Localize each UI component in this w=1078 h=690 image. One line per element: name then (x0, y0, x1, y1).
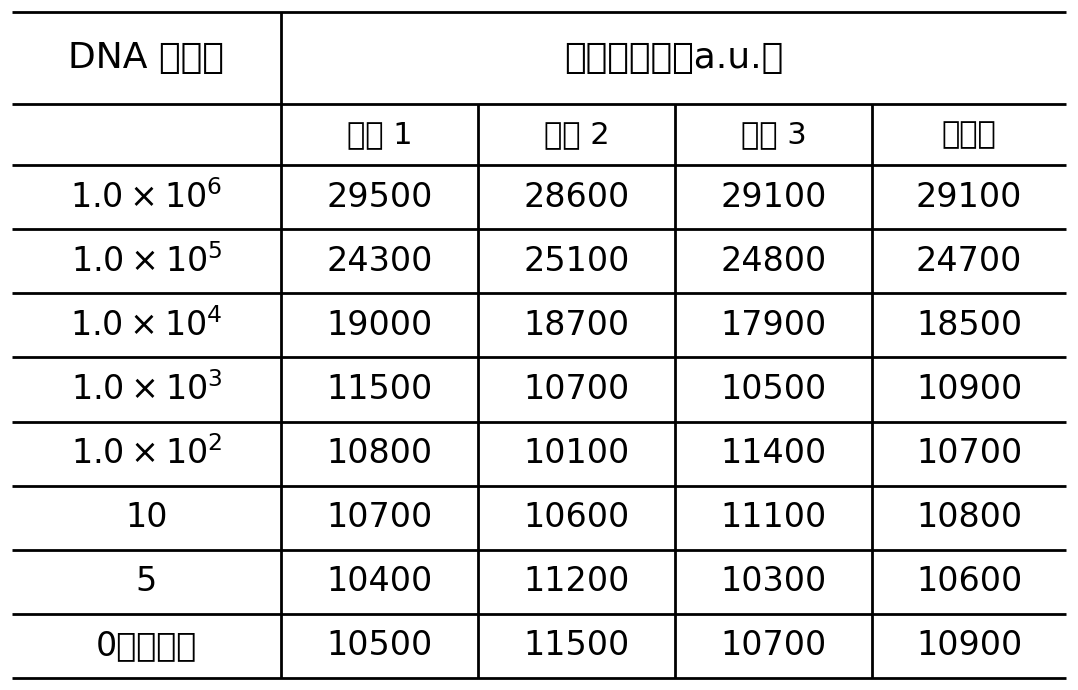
Text: $1.0\times10^{2}$: $1.0\times10^{2}$ (71, 436, 222, 471)
Text: 11100: 11100 (720, 501, 827, 534)
Text: 实验 2: 实验 2 (543, 120, 609, 149)
Text: 10300: 10300 (720, 565, 827, 598)
Text: 11500: 11500 (523, 629, 630, 662)
Text: 10700: 10700 (720, 629, 827, 662)
Text: 25100: 25100 (523, 245, 630, 278)
Text: 19000: 19000 (327, 309, 432, 342)
Text: 10600: 10600 (916, 565, 1022, 598)
Text: 实验 1: 实验 1 (346, 120, 412, 149)
Text: 10700: 10700 (916, 437, 1022, 470)
Text: $1.0\times10^{3}$: $1.0\times10^{3}$ (70, 372, 222, 407)
Text: 10800: 10800 (916, 501, 1022, 534)
Text: 29100: 29100 (916, 181, 1022, 214)
Text: 29500: 29500 (327, 181, 432, 214)
Text: 10900: 10900 (916, 373, 1022, 406)
Text: 10700: 10700 (523, 373, 630, 406)
Text: DNA 拷贝数: DNA 拷贝数 (68, 41, 224, 75)
Text: 24300: 24300 (327, 245, 432, 278)
Text: 24700: 24700 (916, 245, 1022, 278)
Text: 29100: 29100 (720, 181, 827, 214)
Text: 10600: 10600 (523, 501, 630, 534)
Text: $1.0\times10^{5}$: $1.0\times10^{5}$ (70, 244, 222, 279)
Text: 10900: 10900 (916, 629, 1022, 662)
Text: 10800: 10800 (327, 437, 432, 470)
Text: 10500: 10500 (327, 629, 432, 662)
Text: 11200: 11200 (523, 565, 630, 598)
Text: 0（空白）: 0（空白） (96, 629, 197, 662)
Text: 光信号强度（a.u.）: 光信号强度（a.u.） (564, 41, 783, 75)
Text: 10500: 10500 (720, 373, 827, 406)
Text: $1.0\times10^{4}$: $1.0\times10^{4}$ (70, 308, 223, 343)
Text: 10: 10 (125, 501, 168, 534)
Text: 10100: 10100 (523, 437, 630, 470)
Text: 24800: 24800 (720, 245, 827, 278)
Text: 实验 3: 实验 3 (741, 120, 806, 149)
Text: 17900: 17900 (720, 309, 827, 342)
Text: 28600: 28600 (523, 181, 630, 214)
Text: $1.0\times10^{6}$: $1.0\times10^{6}$ (70, 180, 222, 215)
Text: 10400: 10400 (327, 565, 432, 598)
Text: 11500: 11500 (327, 373, 432, 406)
Text: 5: 5 (136, 565, 157, 598)
Text: 10700: 10700 (327, 501, 432, 534)
Text: 平均値: 平均値 (942, 120, 996, 149)
Text: 11400: 11400 (720, 437, 827, 470)
Text: 18500: 18500 (916, 309, 1022, 342)
Text: 18700: 18700 (523, 309, 630, 342)
